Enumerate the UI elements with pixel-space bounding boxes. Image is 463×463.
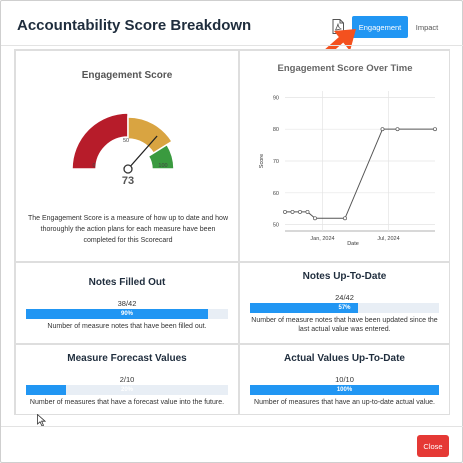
- stat-count: 38/42: [117, 299, 137, 308]
- gauge-red-band: [71, 113, 129, 170]
- y-tick-label: 90: [273, 95, 279, 101]
- y-tick-label: 70: [273, 159, 279, 165]
- progress-label: 90%: [120, 311, 133, 317]
- data-point: [305, 209, 310, 214]
- progress-fill: [250, 385, 439, 395]
- measure-forecast-values-card: Measure Forecast Values 2/10 20% Number …: [15, 344, 239, 415]
- stat-description: Number of measure notes that have been u…: [251, 317, 438, 333]
- pdf-file-icon[interactable]: [332, 19, 344, 34]
- x-tick-label: Jan, 2024: [310, 236, 334, 242]
- progress-label: 100%: [336, 387, 353, 393]
- y-tick-label: 60: [273, 191, 279, 197]
- chart-xlabel: Date: [347, 241, 359, 247]
- stat-title: Measure Forecast Values: [67, 353, 187, 364]
- gauge-description: The Engagement Score is a measure of how…: [27, 215, 228, 244]
- impact-tab-button[interactable]: Impact: [415, 22, 439, 32]
- progress-bar: 20%: [26, 385, 228, 395]
- stat-description: Number of measures that have an up-to-da…: [254, 399, 435, 406]
- gauge-green-band: [147, 143, 175, 170]
- chart-title: Engagement Score Over Time: [278, 63, 413, 74]
- stat-count: 10/10: [335, 375, 354, 384]
- data-point: [380, 127, 385, 132]
- stat-count: 2/10: [119, 375, 135, 384]
- score-over-time-card: Engagement Score Over Time 50 60 70 80 90 Ja…: [239, 50, 450, 262]
- notes-up-to-date-card: Notes Up-To-Date 24/42 57% Number of mea…: [239, 262, 450, 344]
- mouse-cursor-icon: [37, 414, 46, 427]
- stat-title: Notes Up-To-Date: [302, 271, 387, 282]
- progress-fill: [26, 385, 67, 395]
- gauge-min-label: 0: [92, 163, 95, 169]
- gauge-mid-label: 50: [123, 138, 129, 144]
- series-line: [285, 128, 435, 219]
- x-tick-label: Jul, 2024: [377, 236, 399, 242]
- progress-label: 20%: [120, 387, 133, 393]
- gauge-needle: [127, 135, 158, 170]
- data-point: [283, 209, 287, 214]
- stat-description: Number of measures that have a forecast …: [29, 399, 225, 406]
- score-line-chart: Engagement Score Over Time 50 60 70 80 90 Ja…: [259, 63, 437, 247]
- gauge-max-label: 100: [158, 163, 167, 169]
- data-point: [290, 209, 295, 214]
- gauge-title: Engagement Score: [81, 70, 173, 81]
- gauge-hub: [123, 164, 133, 174]
- data-point: [298, 209, 302, 214]
- y-tick-label: 50: [273, 223, 279, 229]
- header-divider: [1, 45, 463, 46]
- actual-values-up-to-date-card: Actual Values Up-To-Date 10/10 100% Numb…: [239, 344, 450, 415]
- chart-ylabel: Score: [259, 154, 265, 168]
- data-point: [395, 127, 400, 132]
- stat-count: 24/42: [335, 293, 354, 302]
- close-button[interactable]: Close: [417, 435, 449, 457]
- progress-bar: 90%: [26, 309, 228, 319]
- modal-title: Accountability Score Breakdown: [17, 17, 252, 34]
- notes-filled-out-card: Notes Filled Out 38/42 90% Number of mea…: [15, 262, 239, 344]
- footer-divider: [1, 426, 463, 427]
- progress-bar: 100%: [250, 385, 439, 395]
- engagement-tab-button[interactable]: Engagement: [352, 16, 408, 38]
- data-point: [433, 127, 437, 132]
- progress-label: 57%: [338, 305, 351, 311]
- score-grid: Engagement Score 0 50 100 73 The Engagem…: [14, 49, 450, 415]
- gauge-yellow-band: [127, 116, 174, 155]
- data-point: [343, 216, 347, 221]
- stat-title: Actual Values Up-To-Date: [284, 353, 405, 364]
- engagement-score-card: Engagement Score 0 50 100 73 The Engagem…: [15, 50, 239, 262]
- engagement-gauge: 0 50 100 73: [71, 113, 175, 187]
- data-point: [313, 216, 317, 221]
- progress-fill: [250, 303, 358, 313]
- y-tick-label: 80: [273, 127, 279, 133]
- progress-fill: [26, 309, 208, 319]
- progress-bar: 57%: [250, 303, 439, 313]
- stat-description: Number of measure notes that have been f…: [47, 323, 207, 330]
- stat-title: Notes Filled Out: [88, 277, 166, 288]
- gauge-value: 73: [122, 175, 134, 187]
